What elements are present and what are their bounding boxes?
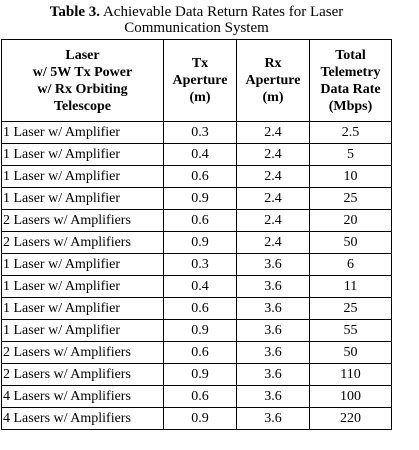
cell-data-rate: 50	[309, 341, 392, 364]
cell-laser-config: 2 Lasers w/ Amplifiers	[1, 341, 164, 364]
header-rx-aperture: Rx Aperture (m)	[236, 39, 310, 122]
cell-rx-aperture: 3.6	[236, 319, 310, 342]
table-row: 1 Laser w/ Amplifier 0.6 2.4 10	[1, 165, 392, 188]
cell-tx-aperture: 0.6	[163, 165, 237, 188]
caption-title-part-1: Achievable Data Return Rates for Laser	[102, 4, 344, 20]
header-line: Total	[335, 47, 366, 63]
cell-data-rate: 220	[309, 407, 392, 430]
table-row: 1 Laser w/ Amplifier 0.4 3.6 11	[1, 275, 392, 298]
cell-tx-aperture: 0.4	[163, 275, 237, 298]
cell-data-rate: 100	[309, 385, 392, 408]
cell-tx-aperture: 0.6	[163, 385, 237, 408]
table-body: 1 Laser w/ Amplifier 0.3 2.4 2.5 1 Laser w/ …	[1, 121, 392, 430]
cell-tx-aperture: 0.9	[163, 407, 237, 430]
table-row: 4 Lasers w/ Amplifiers 0.9 3.6 220	[1, 407, 392, 430]
cell-laser-config: 1 Laser w/ Amplifier	[1, 275, 164, 298]
header-line: w/ 5W Tx Power	[32, 64, 133, 80]
cell-data-rate: 25	[309, 297, 392, 320]
cell-rx-aperture: 3.6	[236, 297, 310, 320]
cell-rx-aperture: 3.6	[236, 275, 310, 298]
cell-rx-aperture: 3.6	[236, 253, 310, 276]
header-line: w/ Rx Orbiting	[37, 81, 128, 97]
cell-tx-aperture: 0.9	[163, 231, 237, 254]
cell-rx-aperture: 2.4	[236, 209, 310, 232]
header-line: Tx	[191, 56, 209, 71]
header-line: (m)	[262, 90, 284, 105]
header-laser-config: Laser w/ 5W Tx Power w/ Rx Orbiting Telesco…	[1, 39, 164, 122]
cell-tx-aperture: 0.6	[163, 297, 237, 320]
caption-line-1: Table 3. Achievable Data Return Rates fo…	[0, 4, 393, 20]
cell-data-rate: 110	[309, 363, 392, 386]
table-row: 4 Lasers w/ Amplifiers 0.6 3.6 100	[1, 385, 392, 408]
table-row: 1 Laser w/ Amplifier 0.3 2.4 2.5	[1, 121, 392, 144]
cell-data-rate: 55	[309, 319, 392, 342]
cell-rx-aperture: 2.4	[236, 165, 310, 188]
table-caption: Table 3. Achievable Data Return Rates fo…	[0, 4, 393, 36]
cell-data-rate: 2.5	[309, 121, 392, 144]
header-tx-aperture: Tx Aperture (m)	[163, 39, 237, 122]
cell-laser-config: 1 Laser w/ Amplifier	[1, 143, 164, 166]
cell-data-rate: 50	[309, 231, 392, 254]
cell-data-rate: 11	[309, 275, 392, 298]
cell-laser-config: 2 Lasers w/ Amplifiers	[1, 363, 164, 386]
cell-data-rate: 20	[309, 209, 392, 232]
cell-rx-aperture: 3.6	[236, 407, 310, 430]
table-row: 1 Laser w/ Amplifier 0.9 2.4 25	[1, 187, 392, 210]
header-line: Data Rate	[320, 81, 381, 97]
cell-tx-aperture: 0.9	[163, 319, 237, 342]
cell-tx-aperture: 0.9	[163, 187, 237, 210]
cell-tx-aperture: 0.6	[163, 209, 237, 232]
cell-data-rate: 10	[309, 165, 392, 188]
cell-laser-config: 4 Lasers w/ Amplifiers	[1, 407, 164, 430]
header-line: Telemetry	[320, 64, 381, 80]
cell-rx-aperture: 3.6	[236, 341, 310, 364]
cell-laser-config: 1 Laser w/ Amplifier	[1, 297, 164, 320]
cell-tx-aperture: 0.9	[163, 363, 237, 386]
caption-line-2: Communication System	[124, 20, 269, 36]
table-row: 2 Lasers w/ Amplifiers 0.9 3.6 110	[1, 363, 392, 386]
cell-tx-aperture: 0.6	[163, 341, 237, 364]
data-rate-table: Laser w/ 5W Tx Power w/ Rx Orbiting Telesco…	[1, 39, 392, 430]
table-row: 2 Lasers w/ Amplifiers 0.9 2.4 50	[1, 231, 392, 254]
table-row: 1 Laser w/ Amplifier 0.6 3.6 25	[1, 297, 392, 320]
cell-laser-config: 2 Lasers w/ Amplifiers	[1, 231, 164, 254]
header-line: Laser	[65, 47, 100, 63]
header-line: (Mbps)	[328, 98, 373, 114]
cell-data-rate: 5	[309, 143, 392, 166]
cell-tx-aperture: 0.3	[163, 253, 237, 276]
header-line: Rx	[264, 56, 282, 71]
table-row: 2 Lasers w/ Amplifiers 0.6 3.6 50	[1, 341, 392, 364]
table-row: 1 Laser w/ Amplifier 0.9 3.6 55	[1, 319, 392, 342]
cell-laser-config: 1 Laser w/ Amplifier	[1, 253, 164, 276]
table-row: 1 Laser w/ Amplifier 0.3 3.6 6	[1, 253, 392, 276]
header-line: Aperture	[245, 73, 301, 88]
header-line: (m)	[189, 90, 211, 105]
cell-rx-aperture: 2.4	[236, 121, 310, 144]
cell-rx-aperture: 2.4	[236, 143, 310, 166]
cell-laser-config: 1 Laser w/ Amplifier	[1, 319, 164, 342]
header-line: Aperture	[172, 73, 228, 88]
header-line: Telescope	[53, 98, 112, 114]
caption-label: Table 3.	[49, 4, 101, 20]
header-total-data-rate: Total Telemetry Data Rate (Mbps)	[309, 39, 392, 122]
cell-tx-aperture: 0.4	[163, 143, 237, 166]
header-row: Laser w/ 5W Tx Power w/ Rx Orbiting Telesco…	[1, 39, 392, 122]
cell-rx-aperture: 2.4	[236, 187, 310, 210]
cell-rx-aperture: 3.6	[236, 363, 310, 386]
table-row: 1 Laser w/ Amplifier 0.4 2.4 5	[1, 143, 392, 166]
cell-data-rate: 25	[309, 187, 392, 210]
cell-rx-aperture: 2.4	[236, 231, 310, 254]
cell-tx-aperture: 0.3	[163, 121, 237, 144]
cell-rx-aperture: 3.6	[236, 385, 310, 408]
cell-data-rate: 6	[309, 253, 392, 276]
cell-laser-config: 4 Lasers w/ Amplifiers	[1, 385, 164, 408]
cell-laser-config: 2 Lasers w/ Amplifiers	[1, 209, 164, 232]
cell-laser-config: 1 Laser w/ Amplifier	[1, 187, 164, 210]
cell-laser-config: 1 Laser w/ Amplifier	[1, 121, 164, 144]
table-row: 2 Lasers w/ Amplifiers 0.6 2.4 20	[1, 209, 392, 232]
cell-laser-config: 1 Laser w/ Amplifier	[1, 165, 164, 188]
